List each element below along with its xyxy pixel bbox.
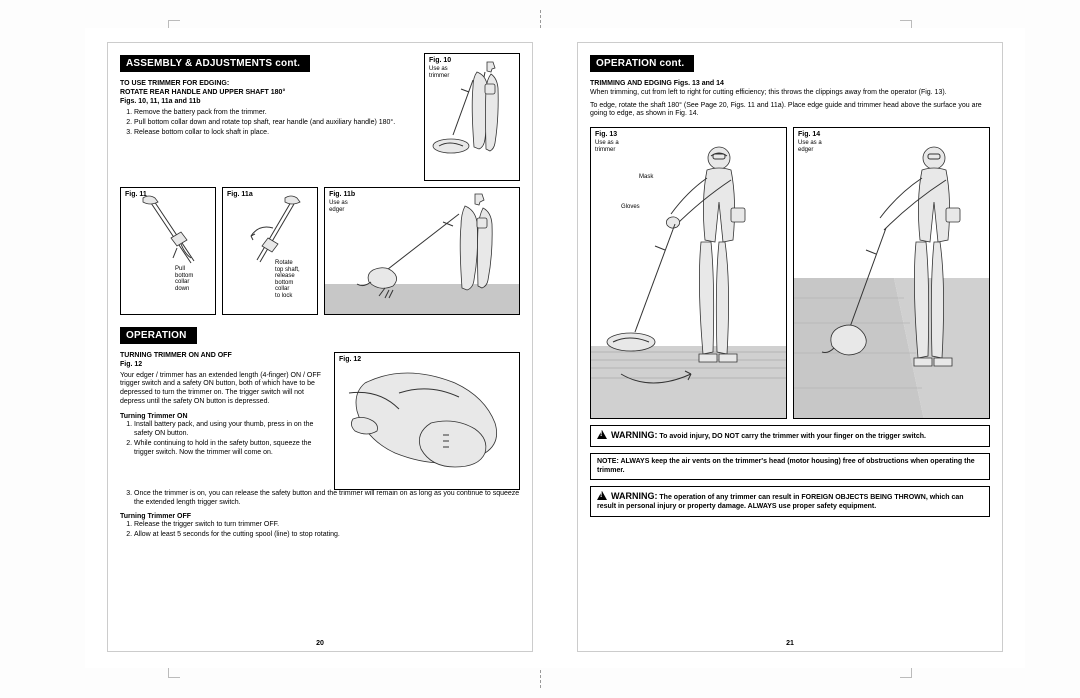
page-frame: OPERATION cont. TRIMMING AND EDGING Figs… (577, 42, 1003, 652)
figure-callout: Gloves (621, 204, 640, 211)
figure-14-illustration (794, 128, 990, 419)
edging-heading: TO USE TRIMMER FOR EDGING: (120, 80, 418, 89)
section-bar-operation: OPERATION (120, 327, 197, 344)
figure-14: Fig. 14 Use as a edger (793, 127, 990, 419)
trim-paragraph: When trimming, cut from left to right fo… (590, 89, 990, 98)
note-text: NOTE: ALWAYS keep the air vents on the t… (597, 458, 975, 474)
list-item: Allow at least 5 seconds for the cutting… (134, 531, 520, 540)
warning-icon (597, 430, 607, 439)
figure-caption: Use as a trimmer (595, 140, 619, 153)
figure-callout: Rotate top shaft, release bottom collar … (275, 260, 300, 300)
section-bar-assembly: ASSEMBLY & ADJUSTMENTS cont. (120, 55, 310, 72)
figure-callout: Pull bottom collar down (175, 266, 193, 292)
figure-label: Fig. 14 (798, 131, 820, 138)
turning-off-steps: Release the trigger switch to turn trimm… (120, 521, 520, 540)
scan-background: ASSEMBLY & ADJUSTMENTS cont. TO USE TRIM… (0, 0, 1080, 698)
list-item: Remove the battery pack from the trimmer… (134, 109, 418, 118)
figure-caption: Use as trimmer (429, 66, 449, 79)
turning-on-steps-cont: Once the trimmer is on, you can release … (120, 490, 520, 508)
figure-caption: Use as edger (329, 200, 348, 213)
figure-11-illustration (121, 188, 216, 315)
turning-on-steps: Install battery pack, and using your thu… (120, 421, 328, 457)
figure-label: Fig. 10 (429, 57, 451, 64)
list-item: While continuing to hold in the safety b… (134, 440, 328, 458)
figure-11b: Fig. 11b Use as edger (324, 187, 520, 315)
page-21: OPERATION cont. TRIMMING AND EDGING Figs… (555, 28, 1025, 668)
edging-heading: Figs. 10, 11, 11a and 11b (120, 98, 418, 107)
list-item: Once the trimmer is on, you can release … (134, 490, 520, 508)
figure-11b-illustration (325, 188, 520, 315)
list-item: Release bottom collar to lock shaft in p… (134, 129, 418, 138)
turning-on-heading: Turning Trimmer ON (120, 413, 328, 422)
page-number: 21 (578, 640, 1002, 647)
figure-12: Fig. 12 (334, 352, 520, 490)
warning-box: WARNING: To avoid injury, DO NOT carry t… (590, 425, 990, 447)
figure-callout: Mask (639, 174, 653, 181)
warning-text: To avoid injury, DO NOT carry the trimme… (659, 433, 926, 440)
figure-13-illustration (591, 128, 787, 419)
figure-caption: Use as a edger (798, 140, 822, 153)
warning-lead: WARNING: (611, 430, 658, 440)
page-frame: ASSEMBLY & ADJUSTMENTS cont. TO USE TRIM… (107, 42, 533, 652)
figure-13: Fig. 13 Use as a trimmer (590, 127, 787, 419)
edging-steps: Remove the battery pack from the trimmer… (120, 109, 418, 137)
figure-label: Fig. 12 (339, 356, 361, 363)
list-item: Release the trigger switch to turn trimm… (134, 521, 520, 530)
figure-label: Fig. 11a (227, 191, 253, 198)
onoff-intro: Your edger / trimmer has an extended len… (120, 372, 328, 407)
section-bar-operation-cont: OPERATION cont. (590, 55, 694, 72)
warning-icon (597, 491, 607, 500)
turning-off-heading: Turning Trimmer OFF (120, 513, 520, 522)
note-box: NOTE: ALWAYS keep the air vents on the t… (590, 453, 990, 481)
warning-box: WARNING: The operation of any trimmer ca… (590, 486, 990, 517)
figure-label: Fig. 11b (329, 191, 355, 198)
figure-10: Fig. 10 Use as trimmer (424, 53, 520, 181)
warning-lead: WARNING: (611, 491, 658, 501)
edging-heading: ROTATE REAR HANDLE AND UPPER SHAFT 180° (120, 89, 418, 98)
trim-heading: TRIMMING AND EDGING Figs. 13 and 14 (590, 80, 990, 89)
figure-11a-illustration (223, 188, 318, 315)
figure-label: Fig. 13 (595, 131, 617, 138)
list-item: Install battery pack, and using your thu… (134, 421, 328, 439)
page-20: ASSEMBLY & ADJUSTMENTS cont. TO USE TRIM… (85, 28, 555, 668)
onoff-heading: TURNING TRIMMER ON AND OFF Fig. 12 (120, 352, 328, 370)
figure-11: Fig. 11 Pull bottom collar down (120, 187, 216, 315)
figure-label: Fig. 11 (125, 191, 147, 198)
list-item: Pull bottom collar down and rotate top s… (134, 119, 418, 128)
trim-paragraph: To edge, rotate the shaft 180° (See Page… (590, 102, 990, 120)
figure-11a: Fig. 11a Rotate top shaft, release botto… (222, 187, 318, 315)
page-number: 20 (108, 640, 532, 647)
figure-12-illustration (335, 353, 520, 490)
